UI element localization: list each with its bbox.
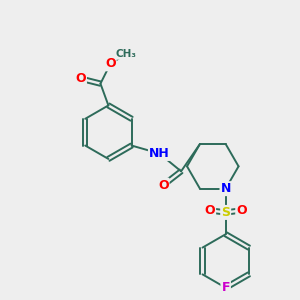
Text: O: O bbox=[236, 204, 247, 217]
Text: F: F bbox=[221, 281, 230, 294]
Text: CH₃: CH₃ bbox=[116, 49, 137, 59]
Text: N: N bbox=[220, 182, 231, 195]
Text: S: S bbox=[221, 206, 230, 219]
Text: NH: NH bbox=[149, 147, 170, 160]
Text: O: O bbox=[158, 179, 169, 192]
Text: O: O bbox=[105, 57, 116, 70]
Text: O: O bbox=[75, 72, 86, 85]
Text: O: O bbox=[205, 204, 215, 217]
